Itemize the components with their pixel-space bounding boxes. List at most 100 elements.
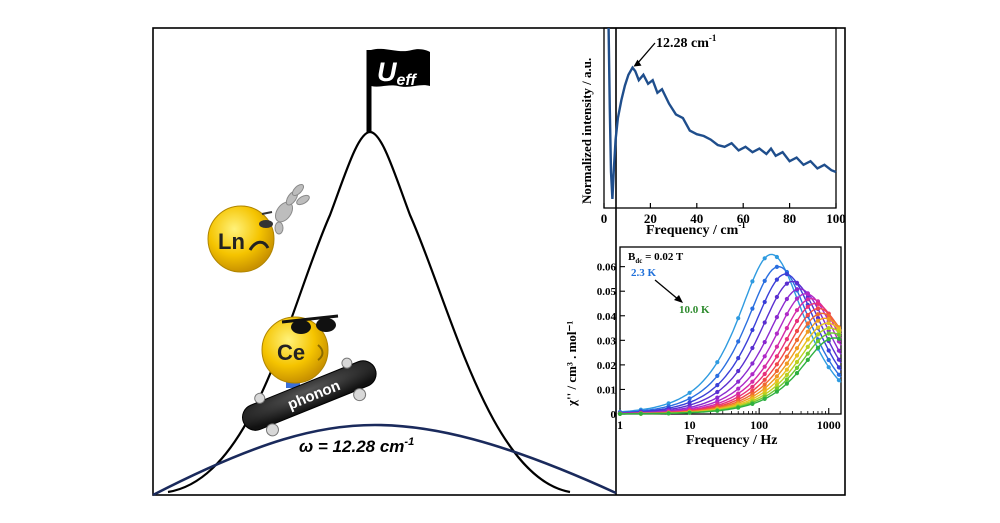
chi-data-point [774,389,780,394]
chi-data-point [750,345,755,351]
chi-data-point [715,408,720,413]
spectrum-x-tick-label: 0 [601,211,608,226]
energy-barrier-panel: Ueff Ln Ce [152,48,617,497]
spectrum-x-tick-label: 80 [783,211,796,226]
chi-data-point [774,379,780,384]
chi-data-point [750,401,755,406]
chi-data-point [794,365,800,370]
chi-data-point [687,390,692,395]
chi-data-point [750,279,755,284]
chi-series-line [619,265,842,414]
ln-label: Ln [218,229,245,254]
spectrum-x-tick-label: 100 [826,211,846,226]
chi-data-point [784,372,790,377]
chi-data-point [836,329,842,334]
chi-data-point [794,353,800,358]
chi-data-point [826,348,831,353]
chi-data-point [784,326,790,331]
chi-data-point [836,348,842,353]
chi-y-tick-label: 0.05 [597,286,617,298]
chi-data-point [774,368,780,373]
chi-data-point [815,345,821,350]
chi-data-point [774,383,780,388]
chi-data-point [836,332,842,337]
chi-data-point [826,316,831,322]
chi-data-point [762,371,767,377]
spectrum-x-tick-label: 20 [644,211,657,226]
chi-x-tick-label: 1 [617,418,623,432]
chi-data-point [736,316,741,321]
ce-emoji: Ce [261,314,339,388]
chi-data-point [794,337,800,343]
chi-data-point [794,287,800,292]
chi-data-point [750,306,755,311]
chi-data-point [784,346,790,351]
chi-data-point [774,315,780,320]
chi-data-point [750,327,755,333]
chi-data-point [774,362,780,367]
chi-data-point [826,337,831,342]
waving-hand-icon [274,183,310,235]
chi-y-tick-label: 0 [611,409,617,421]
chi-y-tick-label: 0.02 [597,360,617,372]
ln-emoji: Ln [207,183,310,273]
chi-data-point [666,411,671,416]
chi-data-point [750,388,755,393]
chi-data-point [784,377,790,382]
chi-data-point [794,308,800,313]
ce-label: Ce [277,340,305,365]
chi-data-point [794,328,800,334]
t-low-label: 2.3 K [631,267,657,279]
t-high-label: 10.0 K [679,304,710,316]
chi-data-point [750,379,755,384]
chi-data-point [815,325,821,330]
temperature-arrow [654,279,680,301]
chi-data-point [826,357,831,363]
chi-y-tick-label: 0.04 [597,311,617,323]
chi-data-point [750,384,755,389]
chi-data-point [715,395,720,400]
bdc-label: Bdc = 0.02 T [628,251,684,265]
chi-xlabel: Frequency / Hz [686,433,778,448]
chi-data-point [736,356,741,361]
wheel-icon [353,388,367,402]
chi-data-point [774,386,780,391]
temperature-arrowhead [674,295,683,303]
chi-data-point [736,368,741,374]
chi-data-point [762,299,767,305]
spectrum-plot-frame [603,27,837,209]
chi-data-point [805,291,810,296]
chi-data-point [784,367,790,372]
chi-data-point [794,318,800,324]
chi-data-point [715,360,720,365]
chi-series-line [619,253,842,413]
chi-data-point [687,396,692,401]
chi-x-tick-label: 100 [750,418,768,432]
chi-data-point [762,386,767,391]
wheel-icon [254,392,266,404]
chi-data-point [736,386,741,391]
chi-x-tick-label: 1000 [817,418,841,432]
chi-data-point [815,312,821,317]
spectrum-line [607,27,837,200]
wheel-icon [265,423,279,437]
chi-data-point [784,272,790,277]
chi-data-point [762,278,767,283]
chi-data-point [715,373,720,378]
ln-frown [248,240,270,251]
chi-data-point [836,378,842,383]
spectrum-x-tick-label: 40 [690,211,703,226]
chi-data-point [774,331,780,336]
chi-data-point [826,321,831,326]
chi-data-point [805,329,810,334]
chi-data-point [750,372,755,377]
chi-data-point [794,296,800,301]
chi-data-point [784,361,790,366]
chi-data-point [784,337,790,342]
chi-data-point [774,254,780,260]
chi-data-point [774,354,780,359]
chi-data-point [794,371,800,376]
chi-data-point [762,354,767,359]
chi-data-point [826,365,831,370]
